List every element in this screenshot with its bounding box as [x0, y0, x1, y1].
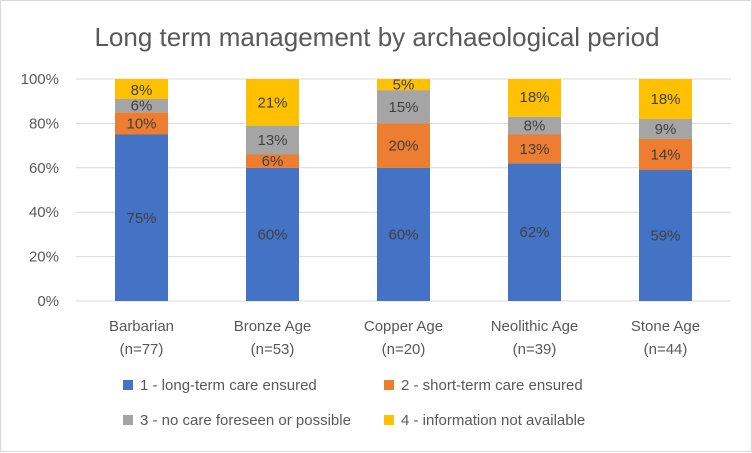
data-label: 75%: [126, 210, 156, 227]
data-label: 8%: [131, 82, 153, 99]
data-label: 6%: [262, 153, 284, 170]
y-tick-label: 80%: [29, 115, 59, 132]
data-label: 8%: [524, 118, 546, 135]
bar-segment: [377, 123, 430, 168]
bar-segment: [246, 125, 299, 155]
y-tick-label: 60%: [29, 160, 59, 177]
legend-swatch: [123, 380, 133, 390]
y-tick-label: 20%: [29, 249, 59, 266]
data-label: 13%: [257, 132, 287, 149]
bar-segment: [377, 90, 430, 124]
category-label: (n=39): [513, 341, 557, 358]
category-label: Bronze Age: [234, 318, 312, 335]
data-label: 13%: [519, 141, 549, 158]
data-label: 18%: [519, 89, 549, 106]
bar-segment: [508, 79, 561, 117]
data-label: 60%: [257, 226, 287, 243]
category-label: (n=20): [382, 341, 426, 358]
category-label: Neolithic Age: [491, 318, 579, 335]
bar-segment: [639, 79, 692, 119]
category-label: Stone Age: [631, 318, 700, 335]
bar-segment: [508, 134, 561, 164]
y-tick-label: 0%: [37, 293, 59, 310]
legend-label: 2 - short-term care ensured: [401, 377, 583, 394]
bar-segment: [508, 163, 561, 301]
bar-segment: [508, 116, 561, 135]
legend-swatch: [123, 415, 133, 425]
legend-swatch: [384, 380, 394, 390]
bar-segment: [639, 138, 692, 171]
legend-swatch: [384, 415, 394, 425]
category-label: (n=53): [251, 341, 295, 358]
bar-segment: [246, 167, 299, 301]
data-label: 21%: [257, 94, 287, 111]
category-label: (n=77): [120, 341, 164, 358]
category-label: Copper Age: [364, 318, 443, 335]
data-label: 15%: [388, 99, 418, 116]
data-label: 60%: [388, 226, 418, 243]
legend-item: 1 - long-term care ensured: [123, 377, 317, 394]
y-tick-label: 40%: [29, 204, 59, 221]
bar-segment: [246, 79, 299, 126]
bar-segment: [115, 134, 168, 301]
chart-title: Long term management by archaeological p…: [94, 22, 659, 52]
data-label: 9%: [655, 121, 677, 138]
category-label: Barbarian: [109, 318, 174, 335]
legend-item: 3 - no care foreseen or possible: [123, 412, 351, 429]
legend-label: 1 - long-term care ensured: [140, 377, 317, 394]
bar-segment: [639, 170, 692, 301]
bar-segment: [377, 79, 430, 91]
legend-item: 2 - short-term care ensured: [384, 377, 583, 394]
legend-label: 4 - information not available: [401, 412, 585, 429]
bar-segment: [115, 98, 168, 113]
data-label: 6%: [131, 98, 153, 115]
bar-segment: [115, 79, 168, 99]
y-tick-label: 100%: [21, 71, 59, 88]
data-label: 18%: [650, 91, 680, 108]
data-label: 14%: [650, 146, 680, 163]
bar-segment: [639, 118, 692, 139]
legend-item: 4 - information not available: [384, 412, 585, 429]
data-label: 5%: [393, 77, 415, 94]
data-label: 20%: [388, 138, 418, 155]
data-label: 62%: [519, 224, 549, 241]
data-label: 59%: [650, 228, 680, 245]
bar-segment: [115, 112, 168, 135]
data-label: 10%: [126, 115, 156, 132]
legend-label: 3 - no care foreseen or possible: [140, 412, 351, 429]
bar-segment: [377, 167, 430, 301]
category-label: (n=44): [644, 341, 688, 358]
bar-segment: [246, 154, 299, 168]
